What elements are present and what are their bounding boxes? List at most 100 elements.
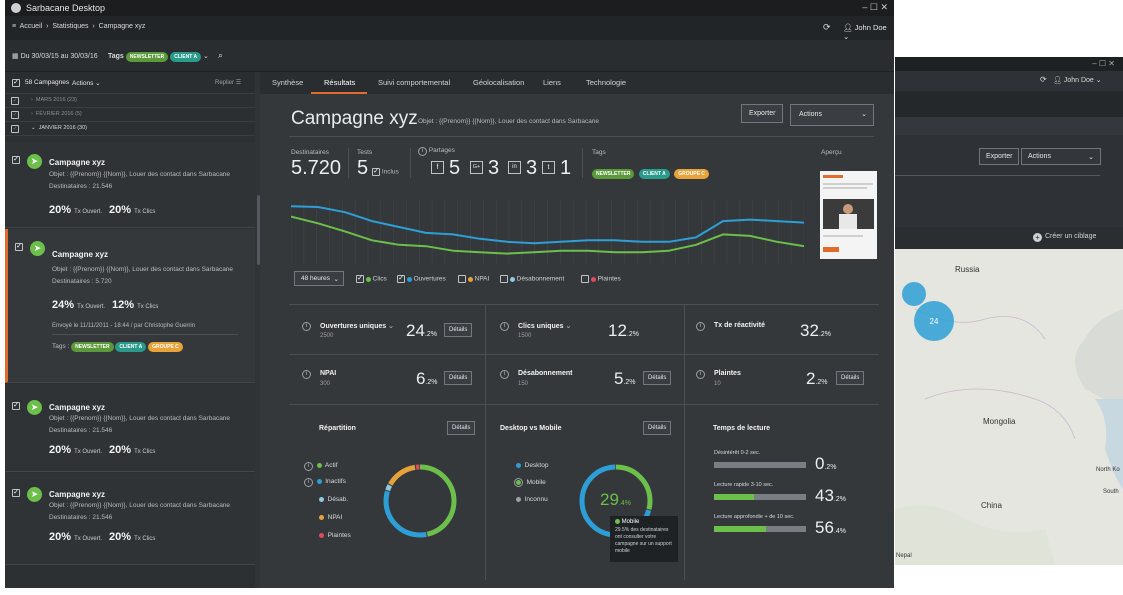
campaign-list-item[interactable]: ✓ ➤ Campagne xyz Objet : {{Prenom}} {{No… [5,384,255,472]
legend-plaintes[interactable]: Plaintes [581,275,621,283]
campaign-checkbox[interactable]: ✓ [12,402,20,410]
filter-bar: ▦ Du 30/03/15 au 30/03/16 Tags NEWSLETTE… [5,40,894,72]
campaign-checkbox[interactable]: ✓ [15,243,23,251]
campaign-sidebar: ✓ 58 Campagnes Actions ⌄ Replier ☰ ✓ › MA… [5,72,255,588]
shares-label-text: Partages [428,147,455,154]
legend-clics[interactable]: ✓ Clics [356,275,387,283]
back-ciblage-bar[interactable]: + Créer un ciblage [895,227,1123,249]
campaign-name: Campagne xyz [49,403,106,412]
dot-icon [319,514,324,520]
collapse-button[interactable]: Replier ☰ [215,79,241,86]
month-group[interactable]: ✓ ⌄ JANVIER 2016 (30) [5,122,255,136]
legend-checkbox[interactable]: ✓ [397,275,405,283]
geo-map[interactable]: 24 Russia Mongolia China North Ko South … [895,249,1123,565]
tab-geolocalisation[interactable]: Géolocalisation [473,78,525,87]
map-cluster-large[interactable] [914,301,954,341]
repartition-details-button[interactable]: Détails [447,421,476,435]
campaign-list-item-active[interactable]: ✓ ➤ Campagne xyz Objet : {{Prenom}} {{No… [5,229,255,383]
campaign-checkbox[interactable]: ✓ [12,489,20,497]
inclus-label: Inclus [381,168,399,176]
user-menu[interactable]: 👤︎ John Doe ⌄ [843,23,887,41]
breadcrumb-stats[interactable]: Statistiques [52,23,89,30]
app-logo-icon [11,3,21,13]
window-controls[interactable]: – ☐ ✕ [862,2,888,12]
search-icon[interactable]: ⌕ [218,50,224,60]
sidebar-scrollbar[interactable] [257,195,260,265]
mobile-percent: 29.4% [600,490,631,510]
info-icon[interactable]: i [696,370,705,379]
tab-resultats[interactable]: Résultats [324,78,356,87]
details-button[interactable]: Détails [444,323,473,337]
back-refresh-icon[interactable]: ⟳ [1040,75,1047,84]
repartition-donut-chart [383,464,457,538]
sidebar-actions-dropdown[interactable]: Actions ⌄ [72,80,101,87]
back-actions-dropdown[interactable]: Actions ⌄ [1021,148,1101,165]
chevron-down-icon[interactable]: ⌄ [388,323,394,330]
back-window-controls[interactable]: – ☐ ✕ [1092,59,1115,68]
legend-checkbox[interactable] [581,275,589,283]
legend-checkbox[interactable]: ✓ [356,275,364,283]
month-group[interactable]: ✓ › FÉVRIER 2016 (5) [5,108,255,122]
twitter-icon: t [542,161,555,174]
info-icon[interactable]: i [302,322,311,331]
info-icon[interactable]: i [500,370,509,379]
back-export-button[interactable]: Exporter [979,148,1020,165]
month-group[interactable]: ✓ › MARS 2016 (23) [5,94,255,108]
tags-filter[interactable]: Tags NEWSLETTER CLIENT A ⌄ [108,52,209,62]
filter-tag-client-a[interactable]: CLIENT A [170,52,202,62]
campaign-list-item[interactable]: ✓ ➤ Campagne xyz Objet : {{Prenom}} {{No… [5,142,255,228]
details-button[interactable]: Détails [643,371,672,385]
legend-desabonnement[interactable]: Désabonnement [500,275,564,283]
select-all-checkbox[interactable]: ✓ [12,79,20,87]
info-icon[interactable]: i [304,462,313,471]
clicks-value: 20% [109,531,132,543]
period-dropdown[interactable]: 48 heures ⌄ [294,271,344,286]
tab-technologie[interactable]: Technologie [586,78,627,87]
preview-text-line [823,187,867,189]
tab-liens[interactable]: Liens [543,78,561,87]
month-checkbox[interactable]: ✓ [11,125,19,133]
filter-tag-newsletter[interactable]: NEWSLETTER [125,52,169,62]
breadcrumb: ≡ Accueil › Statistiques › Campagne xyz [12,23,145,30]
hamburger-icon[interactable]: ≡ [12,23,17,30]
date-range-filter[interactable]: ▦ Du 30/03/15 au 30/03/16 [12,52,98,60]
legend-npai[interactable]: NPAI [458,275,489,283]
email-preview-thumbnail[interactable] [820,171,877,259]
legend-ouvertures[interactable]: ✓ Ouvertures [397,275,446,283]
info-icon[interactable]: i [304,478,313,487]
tab-synthese[interactable]: Synthèse [272,78,304,87]
actions-dropdown[interactable]: Actions ⌄ [790,104,874,126]
open-label: Tx Ouvert. [77,304,106,310]
info-icon[interactable]: i [500,322,509,331]
legend-checkbox[interactable] [458,275,466,283]
info-icon[interactable]: i [302,370,311,379]
metric-percent: 12.2% [608,321,639,341]
back-chevron-down-icon: ⌄ [1088,154,1094,161]
info-icon[interactable]: i [696,322,705,331]
series-line-ouvertures [291,205,804,245]
tests-label: Tests [357,149,373,156]
month-label: › FÉVRIER 2016 (5) [31,111,82,117]
open-value: 20% [49,204,72,216]
refresh-icon[interactable]: ⟳ [823,22,831,32]
background-window: – ☐ ✕ ⟳ 👤︎ John Doe ⌄ Exporter Actions ⌄ … [895,57,1123,565]
user-icon: 👤︎ [843,23,853,32]
chevron-down-icon[interactable]: ⌄ [203,53,209,60]
info-icon[interactable]: i [418,147,427,156]
breadcrumb-home[interactable]: Accueil [19,23,43,30]
campaign-checkbox[interactable]: ✓ [12,156,20,164]
campaign-list-item[interactable]: ✓ ➤ Campagne xyz Objet : {{Prenom}} {{No… [5,473,255,565]
export-button[interactable]: Exporter [741,104,784,123]
tab-suivi-comportemental[interactable]: Suivi comportemental [378,78,451,87]
chevron-down-icon[interactable]: ⌄ [565,323,572,330]
details-button[interactable]: Détails [444,371,473,385]
map-cluster-small[interactable] [902,282,926,306]
back-user[interactable]: 👤︎ John Doe ⌄ [1053,77,1102,84]
device-details-button[interactable]: Détails [643,421,672,435]
inclus-checkbox[interactable]: ✓ [372,168,380,176]
month-checkbox[interactable]: ✓ [11,97,19,105]
inclus-toggle[interactable]: ✓ Inclus [372,168,399,176]
month-checkbox[interactable]: ✓ [11,111,19,119]
details-button[interactable]: Détails [836,371,865,385]
legend-checkbox[interactable] [500,275,508,283]
